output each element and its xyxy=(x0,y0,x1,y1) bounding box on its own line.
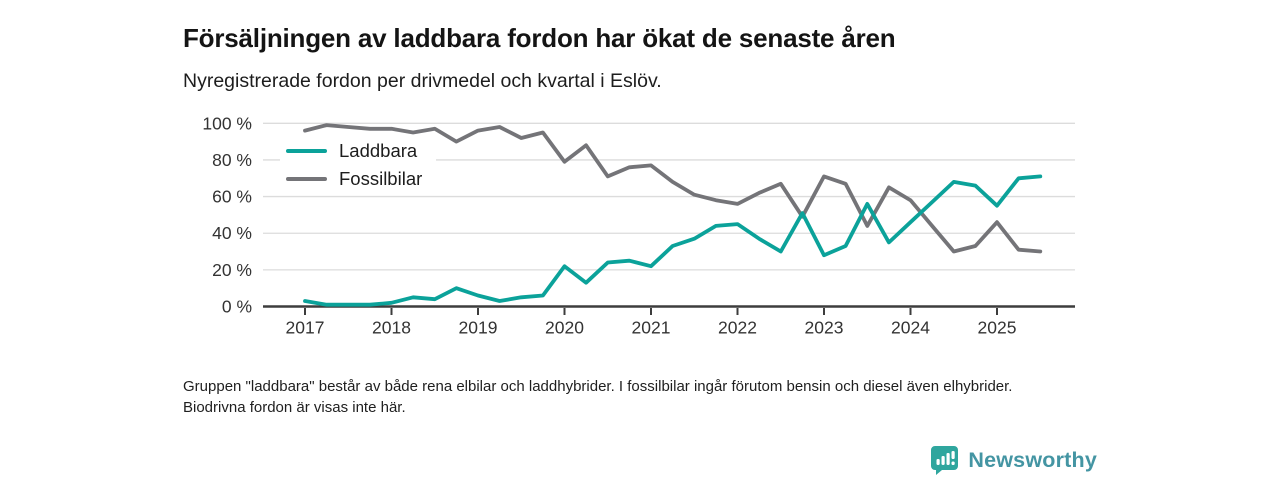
legend-item-fossilbilar: Fossilbilar xyxy=(286,165,422,193)
chart-subtitle: Nyregistrerade fordon per drivmedel och … xyxy=(183,70,662,92)
newsworthy-logo[interactable]: Newsworthy xyxy=(930,444,1097,476)
line-chart: 0 % 20 % 40 % 60 % 80 % 100 % 2017 2018 2019 2020… xyxy=(202,113,1075,338)
x-axis-tick-label: 2022 xyxy=(718,318,757,338)
x-axis-tick-label: 2018 xyxy=(372,318,411,338)
chart-title: Försäljningen av laddbara fordon har öka… xyxy=(183,23,896,54)
legend-label-fossilbilar: Fossilbilar xyxy=(339,168,423,189)
y-axis-tick-label: 80 % xyxy=(212,150,252,170)
laddbara-line-swatch xyxy=(286,148,327,154)
series-line-fossilbilar xyxy=(303,123,1043,254)
legend-item-laddbara: Laddbara xyxy=(286,137,422,165)
legend-label-laddbara: Laddbara xyxy=(339,140,418,161)
y-axis-tick-label: 60 % xyxy=(212,187,252,207)
y-axis-tick-label: 20 % xyxy=(212,260,252,280)
series-line-laddbara xyxy=(303,174,1043,307)
x-axis-tick-label: 2025 xyxy=(978,318,1017,338)
chart-footnote: Gruppen "laddbara" består av både rena e… xyxy=(183,378,1013,416)
y-axis-tick-label: 0 % xyxy=(222,297,252,317)
x-axis-tick-label: 2021 xyxy=(632,318,671,338)
bar-chart-pin-icon xyxy=(931,446,959,475)
y-axis-tick-label: 100 % xyxy=(202,113,252,133)
fossilbilar-line-swatch xyxy=(286,176,327,182)
y-axis-tick-label: 40 % xyxy=(212,223,252,243)
x-axis-tick-label: 2023 xyxy=(805,318,844,338)
x-axis-tick-label: 2024 xyxy=(891,318,930,338)
x-axis-tick-label: 2017 xyxy=(286,318,325,338)
newsworthy-wordmark: Newsworthy xyxy=(968,447,1097,472)
x-axis-tick-label: 2020 xyxy=(545,318,584,338)
chart-legend: Laddbara Fossilbilar xyxy=(286,137,422,193)
x-axis-tick-label: 2019 xyxy=(459,318,498,338)
